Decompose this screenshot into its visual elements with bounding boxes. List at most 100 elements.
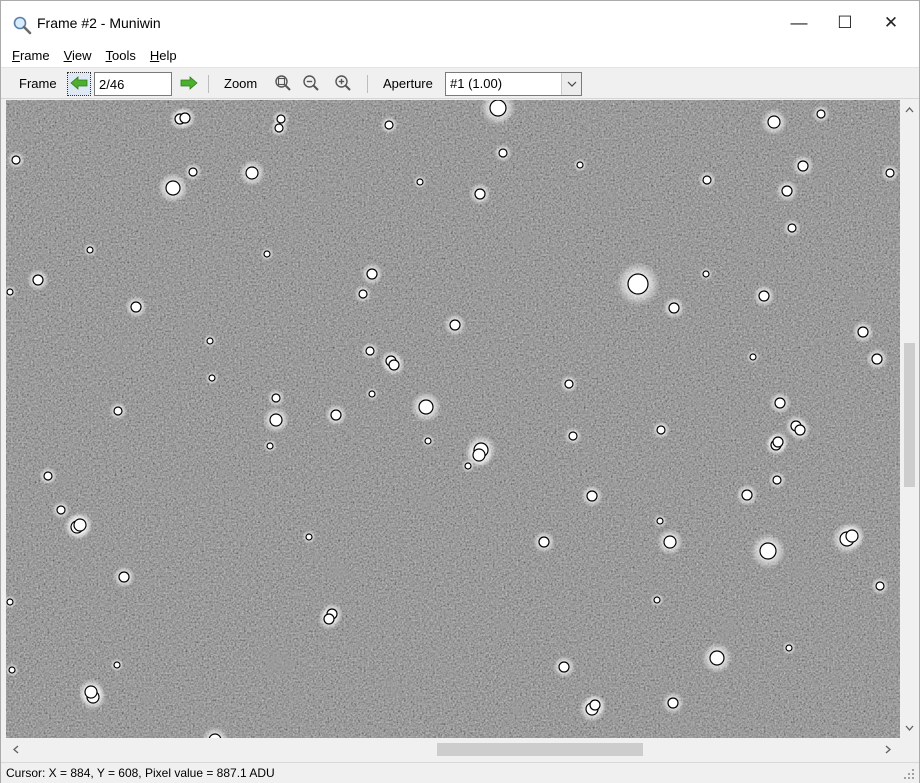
star-aperture-marker[interactable] (702, 270, 710, 278)
star-aperture-marker[interactable] (358, 289, 368, 299)
star-aperture-marker[interactable] (11, 155, 21, 165)
star-aperture-marker[interactable] (794, 424, 806, 436)
star-aperture-marker[interactable] (474, 188, 486, 200)
star-aperture-marker[interactable] (576, 161, 584, 169)
star-aperture-marker[interactable] (305, 533, 313, 541)
star-aperture-marker[interactable] (663, 535, 677, 549)
star-aperture-marker[interactable] (43, 471, 53, 481)
close-button[interactable]: ✕ (868, 1, 914, 45)
horizontal-scrollbar[interactable] (6, 738, 900, 760)
star-aperture-marker[interactable] (498, 148, 508, 158)
star-aperture-marker[interactable] (787, 223, 797, 233)
star-aperture-marker[interactable] (759, 542, 777, 560)
menu-help[interactable]: Help (149, 48, 177, 63)
scroll-right-icon[interactable] (878, 738, 898, 760)
star-aperture-marker[interactable] (586, 490, 598, 502)
star-aperture-marker[interactable] (6, 288, 14, 296)
star-aperture-marker[interactable] (73, 518, 87, 532)
star-aperture-marker[interactable] (84, 685, 98, 699)
aperture-dropdown[interactable]: #1 (1.00) (445, 72, 582, 96)
star-aperture-marker[interactable] (564, 379, 574, 389)
minimize-button[interactable]: — (776, 1, 822, 45)
star-aperture-marker[interactable] (772, 475, 782, 485)
zoom-fit-button[interactable] (271, 72, 295, 96)
star-aperture-marker[interactable] (489, 100, 507, 117)
menu-view[interactable]: View (63, 48, 92, 63)
star-aperture-marker[interactable] (208, 733, 222, 738)
maximize-button[interactable]: ☐ (822, 1, 868, 45)
star-aperture-marker[interactable] (388, 359, 400, 371)
star-aperture-marker[interactable] (206, 337, 214, 345)
chevron-down-icon[interactable] (561, 73, 581, 95)
star-aperture-marker[interactable] (568, 431, 578, 441)
star-aperture-marker[interactable] (263, 250, 271, 258)
star-field-image[interactable] (6, 100, 900, 738)
star-aperture-marker[interactable] (785, 644, 793, 652)
star-aperture-marker[interactable] (653, 596, 661, 604)
resize-grip-icon[interactable] (903, 768, 915, 780)
star-aperture-marker[interactable] (772, 436, 784, 448)
star-aperture-marker[interactable] (857, 326, 869, 338)
star-aperture-marker[interactable] (656, 425, 666, 435)
star-aperture-marker[interactable] (130, 301, 142, 313)
star-aperture-marker[interactable] (845, 529, 859, 543)
star-aperture-marker[interactable] (667, 697, 679, 709)
star-aperture-marker[interactable] (424, 437, 432, 445)
star-aperture-marker[interactable] (656, 517, 664, 525)
star-aperture-marker[interactable] (885, 168, 895, 178)
zoom-in-button[interactable] (331, 72, 355, 96)
menu-frame[interactable]: Frame (12, 48, 50, 63)
star-aperture-marker[interactable] (245, 166, 259, 180)
star-aperture-marker[interactable] (179, 112, 191, 124)
star-aperture-marker[interactable] (269, 413, 283, 427)
scroll-left-icon[interactable] (6, 738, 26, 760)
star-aperture-marker[interactable] (86, 246, 94, 254)
star-aperture-marker[interactable] (330, 409, 342, 421)
title-bar[interactable]: Frame #2 - Muniwin — ☐ ✕ (1, 1, 919, 45)
star-aperture-marker[interactable] (266, 442, 274, 450)
star-aperture-marker[interactable] (323, 613, 335, 625)
star-aperture-marker[interactable] (56, 505, 66, 515)
star-aperture-marker[interactable] (271, 393, 281, 403)
star-aperture-marker[interactable] (113, 406, 123, 416)
star-aperture-marker[interactable] (774, 397, 786, 409)
star-aperture-marker[interactable] (781, 185, 793, 197)
star-aperture-marker[interactable] (416, 178, 424, 186)
star-aperture-marker[interactable] (702, 175, 712, 185)
vertical-scrollbar[interactable] (900, 100, 919, 738)
next-frame-button[interactable] (177, 72, 201, 96)
star-aperture-marker[interactable] (627, 273, 649, 295)
star-aperture-marker[interactable] (668, 302, 680, 314)
star-aperture-marker[interactable] (472, 448, 486, 462)
star-aperture-marker[interactable] (538, 536, 550, 548)
star-aperture-marker[interactable] (589, 699, 601, 711)
frame-image-view[interactable] (6, 100, 900, 738)
star-aperture-marker[interactable] (749, 353, 757, 361)
star-aperture-marker[interactable] (464, 462, 472, 470)
star-aperture-marker[interactable] (365, 346, 375, 356)
star-aperture-marker[interactable] (366, 268, 378, 280)
menu-tools[interactable]: Tools (105, 48, 136, 63)
star-aperture-marker[interactable] (274, 123, 284, 133)
star-aperture-marker[interactable] (449, 319, 461, 331)
frame-number-field[interactable] (94, 72, 172, 96)
horizontal-scroll-thumb[interactable] (437, 743, 643, 756)
star-aperture-marker[interactable] (32, 274, 44, 286)
star-aperture-marker[interactable] (558, 661, 570, 673)
scroll-down-icon[interactable] (900, 718, 919, 738)
zoom-out-button[interactable] (299, 72, 323, 96)
star-aperture-marker[interactable] (741, 489, 753, 501)
star-aperture-marker[interactable] (8, 666, 16, 674)
star-aperture-marker[interactable] (816, 109, 826, 119)
star-aperture-marker[interactable] (758, 290, 770, 302)
previous-frame-button[interactable] (67, 72, 91, 96)
star-aperture-marker[interactable] (165, 180, 181, 196)
star-aperture-marker[interactable] (384, 120, 394, 130)
star-aperture-marker[interactable] (188, 167, 198, 177)
star-aperture-marker[interactable] (797, 160, 809, 172)
scroll-up-icon[interactable] (900, 100, 919, 120)
star-aperture-marker[interactable] (767, 115, 781, 129)
vertical-scroll-thumb[interactable] (904, 343, 915, 487)
star-aperture-marker[interactable] (418, 399, 434, 415)
star-aperture-marker[interactable] (709, 650, 725, 666)
